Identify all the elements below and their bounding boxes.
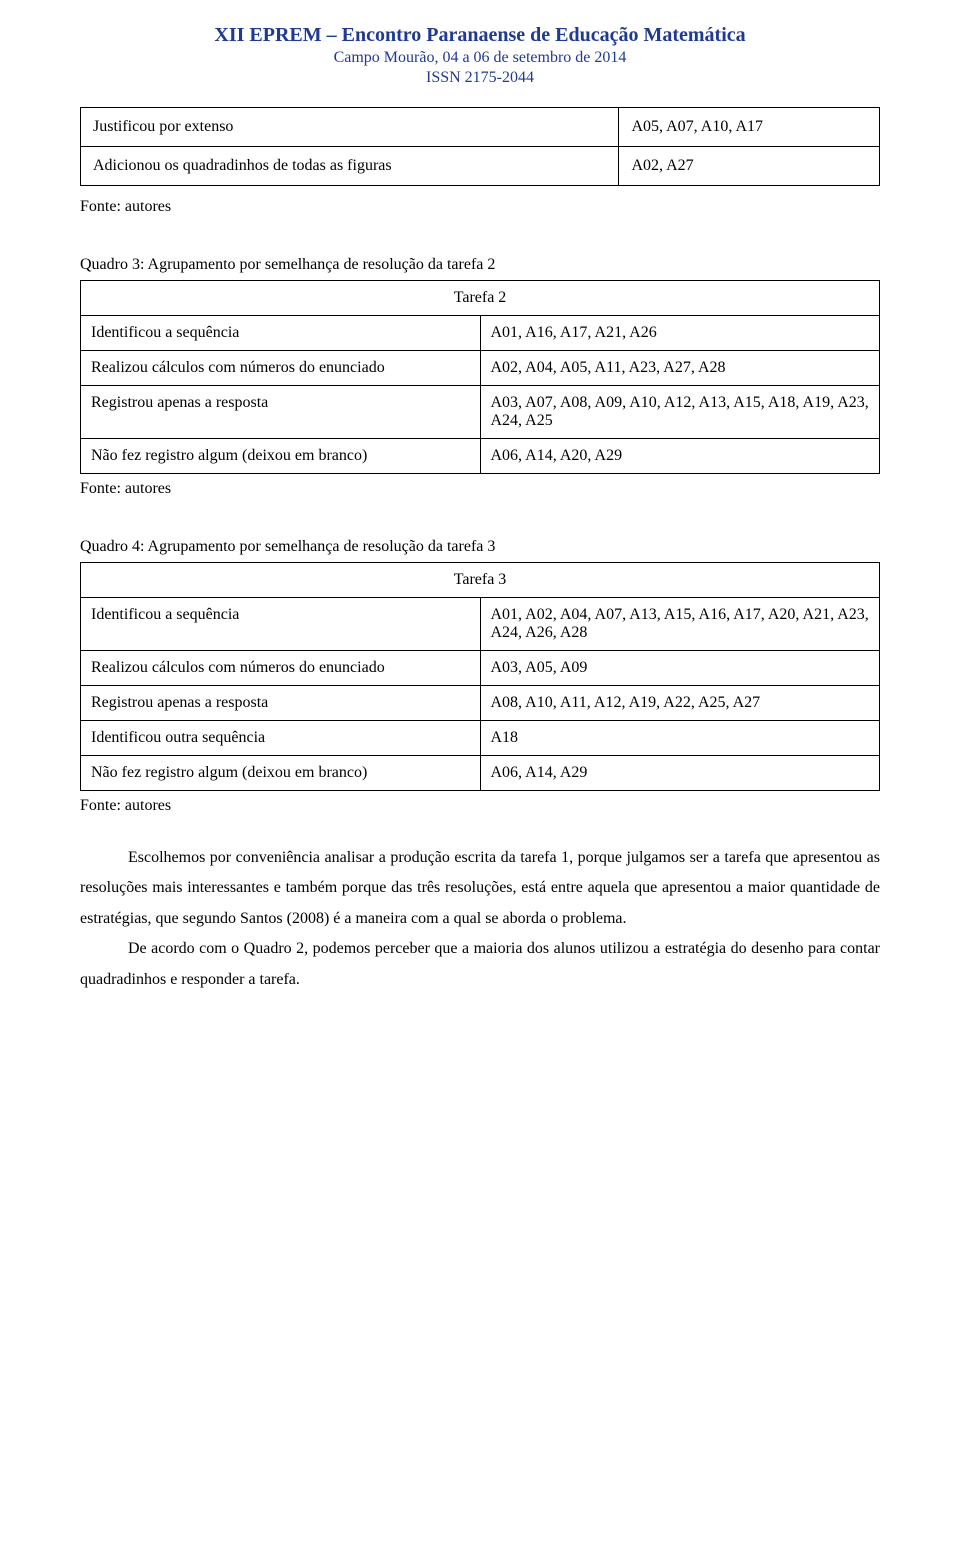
table-cell-left: Adicionou os quadradinhos de todas as fi… — [81, 147, 619, 186]
table-row: Justificou por extenso A05, A07, A10, A1… — [81, 108, 880, 147]
event-issn: ISSN 2175-2044 — [80, 69, 880, 87]
table-row: Identificou a sequência A01, A02, A04, A… — [81, 598, 880, 651]
table-cell-right: A01, A16, A17, A21, A26 — [480, 316, 880, 351]
table-cell-left: Registrou apenas a resposta — [81, 686, 481, 721]
table-row: Identificou a sequência A01, A16, A17, A… — [81, 316, 880, 351]
source-label: Fonte: autores — [80, 198, 880, 216]
table-row: Identificou outra sequência A18 — [81, 721, 880, 756]
paragraph-2: De acordo com o Quadro 2, podemos perceb… — [80, 934, 880, 995]
quadro3-table: Tarefa 2 Identificou a sequência A01, A1… — [80, 280, 880, 474]
table-cell-left: Justificou por extenso — [81, 108, 619, 147]
table-row: Não fez registro algum (deixou em branco… — [81, 756, 880, 791]
table-cell-right: A08, A10, A11, A12, A19, A22, A25, A27 — [480, 686, 880, 721]
quadro3-caption: Quadro 3: Agrupamento por semelhança de … — [80, 256, 880, 274]
table-row: Realizou cálculos com números do enuncia… — [81, 651, 880, 686]
table-cell-left: Identificou outra sequência — [81, 721, 481, 756]
quadro4-table: Tarefa 3 Identificou a sequência A01, A0… — [80, 562, 880, 791]
table-cell-right: A06, A14, A20, A29 — [480, 439, 880, 474]
quadro4-header: Tarefa 3 — [81, 563, 880, 598]
table-row: Não fez registro algum (deixou em branco… — [81, 439, 880, 474]
table-cell-left: Registrou apenas a resposta — [81, 386, 481, 439]
table-cell-left: Identificou a sequência — [81, 316, 481, 351]
table-cell-right: A05, A07, A10, A17 — [619, 108, 880, 147]
source-label: Fonte: autores — [80, 480, 880, 498]
page-header: XII EPREM – Encontro Paranaense de Educa… — [80, 24, 880, 87]
table-header-row: Tarefa 3 — [81, 563, 880, 598]
table-row: Registrou apenas a resposta A03, A07, A0… — [81, 386, 880, 439]
table-cell-left: Realizou cálculos com números do enuncia… — [81, 651, 481, 686]
table-cell-right: A02, A04, A05, A11, A23, A27, A28 — [480, 351, 880, 386]
table-row: Registrou apenas a resposta A08, A10, A1… — [81, 686, 880, 721]
table-cell-left: Identificou a sequência — [81, 598, 481, 651]
table-cell-left: Não fez registro algum (deixou em branco… — [81, 756, 481, 791]
table-cell-right: A03, A05, A09 — [480, 651, 880, 686]
event-title: XII EPREM – Encontro Paranaense de Educa… — [80, 24, 880, 47]
event-place-date: Campo Mourão, 04 a 06 de setembro de 201… — [80, 49, 880, 67]
table-cell-right: A18 — [480, 721, 880, 756]
body-text: Escolhemos por conveniência analisar a p… — [80, 843, 880, 995]
top-continuation-table: Justificou por extenso A05, A07, A10, A1… — [80, 107, 880, 186]
table-cell-left: Não fez registro algum (deixou em branco… — [81, 439, 481, 474]
quadro4-caption: Quadro 4: Agrupamento por semelhança de … — [80, 538, 880, 556]
paragraph-1: Escolhemos por conveniência analisar a p… — [80, 843, 880, 934]
table-row: Adicionou os quadradinhos de todas as fi… — [81, 147, 880, 186]
source-label: Fonte: autores — [80, 797, 880, 815]
table-cell-right: A01, A02, A04, A07, A13, A15, A16, A17, … — [480, 598, 880, 651]
quadro3-header: Tarefa 2 — [81, 281, 880, 316]
table-cell-right: A06, A14, A29 — [480, 756, 880, 791]
table-cell-right: A03, A07, A08, A09, A10, A12, A13, A15, … — [480, 386, 880, 439]
table-cell-left: Realizou cálculos com números do enuncia… — [81, 351, 481, 386]
table-header-row: Tarefa 2 — [81, 281, 880, 316]
table-row: Realizou cálculos com números do enuncia… — [81, 351, 880, 386]
table-cell-right: A02, A27 — [619, 147, 880, 186]
